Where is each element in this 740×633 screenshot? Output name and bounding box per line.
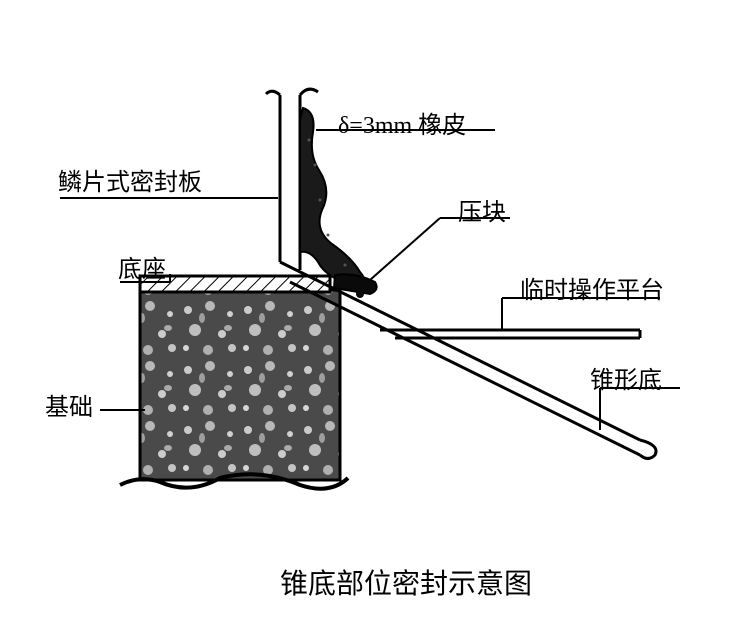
foundation-label: 基础 [45,395,93,421]
base-shape [140,276,330,292]
press-block-label: 压块 [458,200,506,226]
seal-plate-label: 鳞片式密封板 [58,170,202,196]
cone-label: 锥形底 [590,368,662,394]
platform-shape [380,330,640,338]
platform-label: 临时操作平台 [520,278,664,304]
rubber-label: δ=3mm 橡皮 [338,113,466,139]
foundation-shape [140,290,340,480]
diagram-canvas: δ=3mm 橡皮 鳞片式密封板 压块 底座 临时操作平台 锥形底 基础 锥底部位… [0,0,740,633]
diagram-caption: 锥底部位密封示意图 [280,562,532,602]
press-block-bolt [356,290,364,298]
diagram-svg [0,0,740,633]
base-label: 底座 [118,257,166,283]
